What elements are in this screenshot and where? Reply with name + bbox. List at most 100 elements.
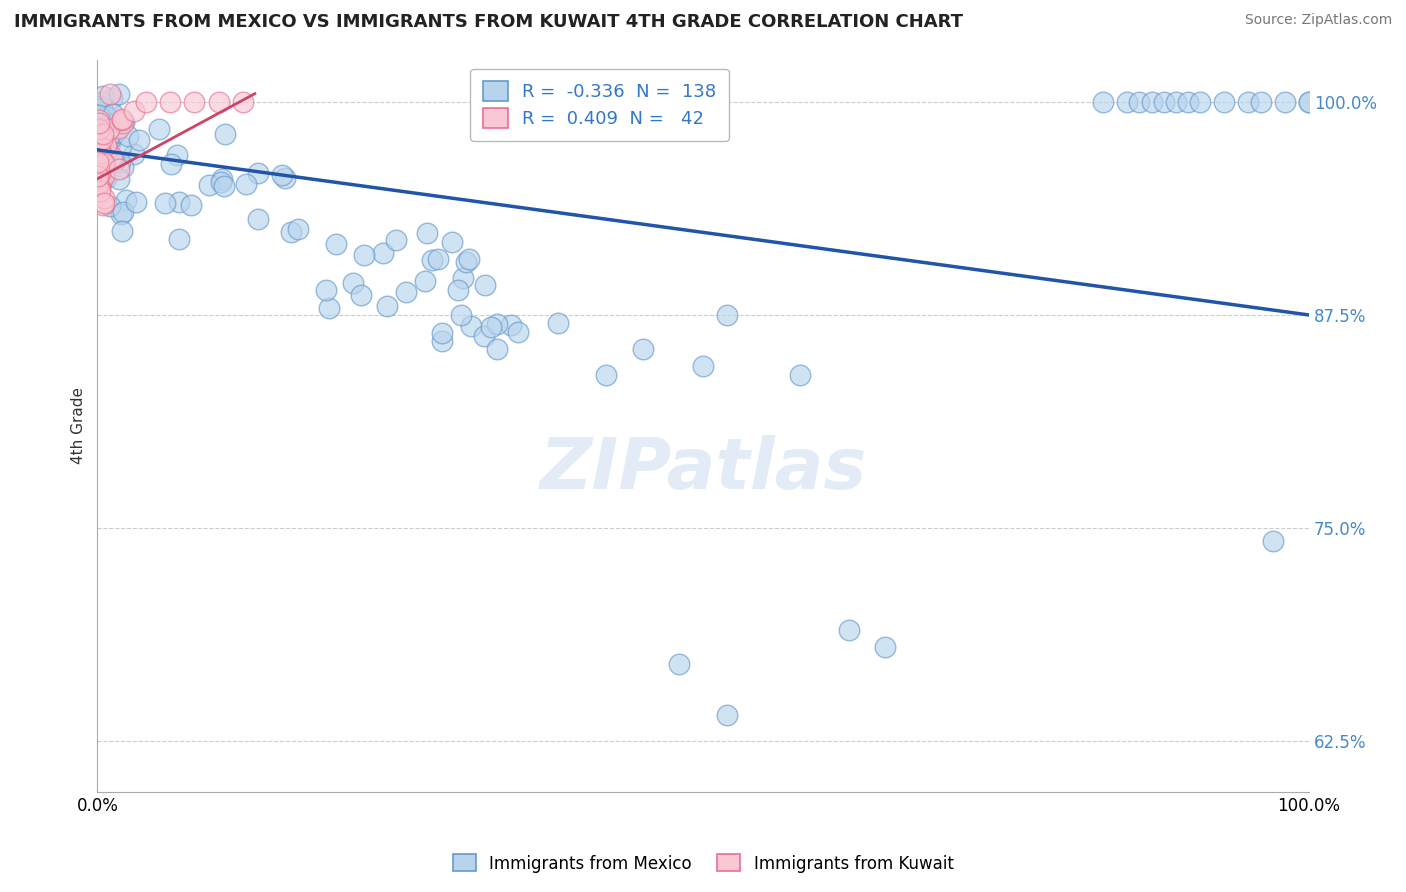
Point [98, 136, 121, 150]
Point [479, 319, 502, 334]
Point [87, 143, 110, 157]
Point [180, 198, 202, 212]
Point [91, 198, 114, 212]
Point [1153, 95, 1175, 110]
Point [91, 169, 114, 183]
Point [93, 169, 115, 183]
Point [110, 112, 132, 127]
Point [98, 87, 121, 101]
Point [91, 166, 114, 180]
Point [111, 224, 134, 238]
Point [1274, 95, 1296, 110]
Text: ZIPatlas: ZIPatlas [540, 435, 868, 504]
Point [631, 342, 654, 356]
Point [280, 225, 302, 239]
Point [90, 167, 112, 181]
Point [117, 128, 139, 143]
Point [1164, 95, 1187, 110]
Point [135, 95, 157, 110]
Point [86, 169, 108, 183]
Point [91, 136, 114, 150]
Point [90, 168, 112, 182]
Point [413, 274, 436, 288]
Point [432, 334, 454, 348]
Point [325, 237, 347, 252]
Point [87, 113, 110, 128]
Point [97, 148, 120, 162]
Point [247, 212, 270, 227]
Point [287, 221, 309, 235]
Point [1140, 95, 1163, 110]
Point [87, 181, 110, 195]
Point [98, 199, 121, 213]
Point [93, 128, 115, 143]
Point [91, 167, 114, 181]
Point [101, 150, 124, 164]
Point [198, 178, 221, 193]
Point [87, 145, 110, 159]
Point [167, 194, 190, 209]
Point [166, 148, 188, 162]
Point [94, 134, 117, 148]
Point [212, 179, 235, 194]
Point [1261, 534, 1284, 549]
Point [93, 140, 115, 154]
Point [97, 122, 120, 136]
Point [91, 95, 114, 109]
Point [103, 155, 125, 169]
Point [209, 175, 232, 189]
Point [485, 317, 508, 331]
Point [1128, 95, 1150, 110]
Point [87, 166, 110, 180]
Text: Source: ZipAtlas.com: Source: ZipAtlas.com [1244, 13, 1392, 28]
Point [90, 126, 112, 140]
Point [94, 109, 117, 123]
Point [108, 162, 131, 177]
Point [1213, 95, 1236, 110]
Point [159, 95, 181, 110]
Point [111, 113, 134, 128]
Point [87, 122, 110, 136]
Point [91, 127, 114, 141]
Point [547, 317, 569, 331]
Point [274, 170, 297, 185]
Point [97, 111, 120, 125]
Point [93, 195, 115, 210]
Point [87, 177, 110, 191]
Point [353, 248, 375, 262]
Point [128, 133, 150, 147]
Point [89, 180, 111, 194]
Point [93, 122, 115, 136]
Point [318, 301, 340, 315]
Point [100, 128, 122, 142]
Point [91, 133, 114, 147]
Point [440, 235, 463, 249]
Point [125, 194, 148, 209]
Point [90, 145, 112, 160]
Point [153, 196, 176, 211]
Point [91, 88, 114, 103]
Point [87, 122, 110, 136]
Point [373, 246, 395, 260]
Point [420, 253, 443, 268]
Point [96, 141, 118, 155]
Point [94, 121, 117, 136]
Point [89, 120, 111, 135]
Point [247, 166, 270, 180]
Point [232, 95, 254, 110]
Point [432, 326, 454, 340]
Point [385, 234, 408, 248]
Text: IMMIGRANTS FROM MEXICO VS IMMIGRANTS FROM KUWAIT 4TH GRADE CORRELATION CHART: IMMIGRANTS FROM MEXICO VS IMMIGRANTS FRO… [14, 13, 963, 31]
Point [87, 98, 110, 112]
Point [93, 117, 115, 131]
Point [89, 166, 111, 180]
Point [451, 271, 474, 285]
Point [101, 157, 124, 171]
Point [86, 188, 108, 202]
Point [716, 308, 738, 322]
Point [426, 252, 449, 266]
Point [115, 193, 138, 207]
Point [110, 206, 132, 220]
Point [111, 116, 134, 130]
Point [1298, 95, 1320, 110]
